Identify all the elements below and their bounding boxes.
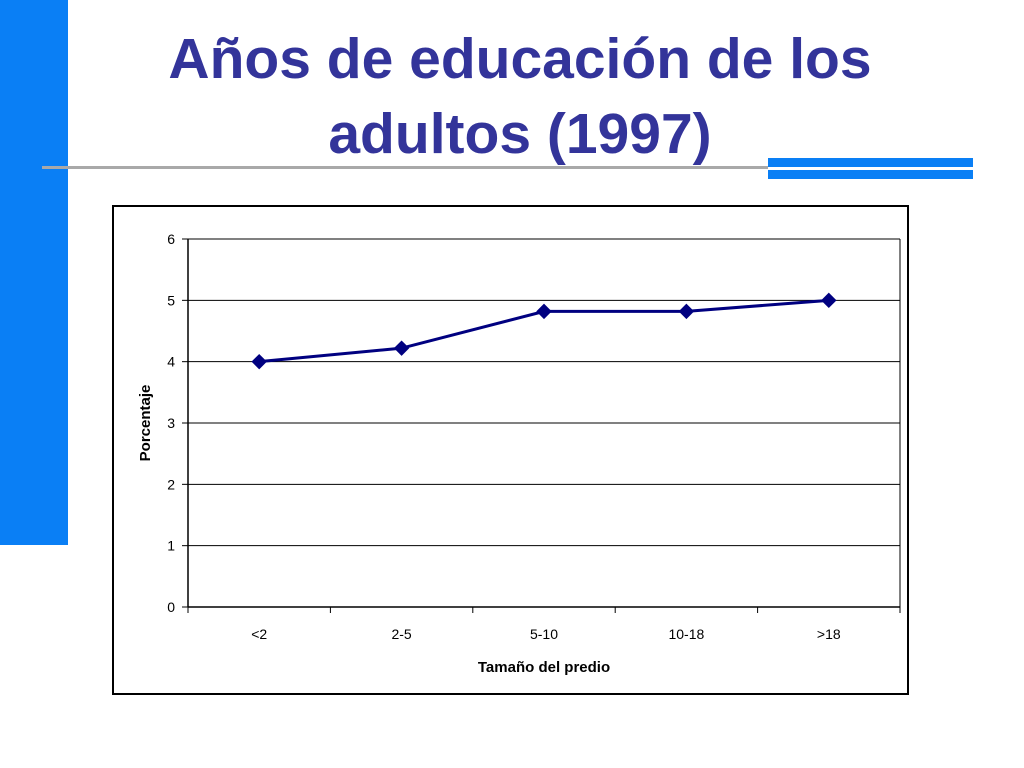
x-axis-title: Tamaño del predio xyxy=(478,659,610,676)
data-point-marker xyxy=(536,303,552,320)
left-accent-bar xyxy=(0,0,68,545)
y-tick-label: 4 xyxy=(167,354,175,370)
y-tick-label: 3 xyxy=(167,415,175,431)
y-tick-label: 5 xyxy=(167,292,175,308)
x-tick-label: <2 xyxy=(251,626,267,642)
y-tick-label: 2 xyxy=(167,476,175,492)
data-point-marker xyxy=(678,303,695,320)
slide-title-line-2: adultos (1997) xyxy=(328,102,712,166)
slide-title: Años de educación de los adultos (1997) xyxy=(70,22,970,172)
y-tick-label: 0 xyxy=(167,599,175,615)
slide-title-line-1: Años de educación de los xyxy=(168,27,872,91)
x-tick-label: 2-5 xyxy=(391,626,411,642)
x-tick-labels: <2 2-5 5-10 10-18 >18 xyxy=(251,626,841,642)
series xyxy=(251,292,837,370)
title-accent-bar xyxy=(768,158,973,179)
data-point-marker xyxy=(393,340,410,356)
title-divider xyxy=(42,166,970,169)
chart-frame: 0 1 2 3 4 5 6 <2 2-5 5-10 10-18 >18 Porcentaje Tam… xyxy=(112,205,909,695)
y-tick-label: 1 xyxy=(167,538,175,554)
x-tick-label: 5-10 xyxy=(530,626,558,642)
gridlines xyxy=(188,238,900,547)
y-tick-labels: 0 1 2 3 4 5 6 xyxy=(167,231,175,615)
data-point-marker xyxy=(251,353,267,370)
y-tick-label: 6 xyxy=(167,231,175,247)
line-chart: 0 1 2 3 4 5 6 <2 2-5 5-10 10-18 >18 Porcentaje Tam… xyxy=(137,231,901,676)
x-tick-label: >18 xyxy=(817,626,841,642)
y-axis-title: Porcentaje xyxy=(137,385,154,462)
x-tick-label: 10-18 xyxy=(668,626,704,642)
axes xyxy=(182,238,901,613)
data-point-marker xyxy=(821,292,837,309)
